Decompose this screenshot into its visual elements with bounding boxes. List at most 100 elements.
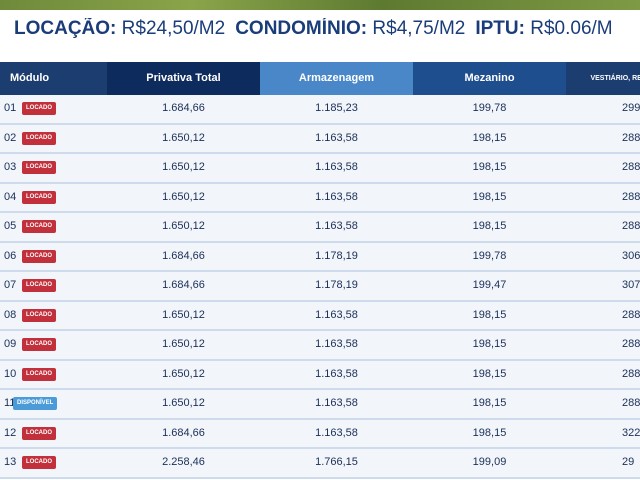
- table-cell: 288: [622, 308, 640, 321]
- table-cell: 198,15: [472, 397, 507, 409]
- status-badge: LOCADO: [22, 279, 56, 292]
- status-badge: LOCADO: [22, 338, 56, 351]
- table-cell: 1.650,12: [162, 338, 205, 350]
- table-cell: 322: [622, 426, 640, 439]
- module-number: 06: [4, 249, 17, 262]
- table-cell: 1.185,23: [315, 102, 358, 114]
- table-cell: 1.684,66: [162, 102, 205, 114]
- banner-image: [0, 0, 640, 10]
- module-number: 01: [4, 102, 17, 114]
- table-row: 06 LOCADO 1.684,66 1.178,19 199,78 306: [0, 242, 640, 272]
- table-row: 12 LOCADO 1.684,66 1.163,58 198,15 322: [0, 419, 640, 449]
- module-number: 02: [4, 131, 17, 144]
- table-cell: 299: [622, 102, 640, 114]
- module-number: 13: [4, 456, 17, 468]
- price-label: CONDOMÍNIO:: [235, 18, 368, 39]
- table-cell: 199,47: [472, 279, 507, 291]
- status-badge: LOCADO: [22, 220, 56, 233]
- price-value: R$24,50/M2: [121, 18, 226, 39]
- table-cell: 1.650,12: [162, 161, 205, 173]
- status-badge: LOCADO: [22, 190, 56, 204]
- table-cell: 1.163,58: [315, 367, 358, 380]
- table-cell: 199,78: [472, 102, 507, 114]
- price-value: R$4,75/M2: [372, 18, 466, 39]
- table-row: 04 LOCADO 1.650,12 1.163,58 198,15 288: [0, 183, 640, 213]
- module-number: 04: [4, 190, 17, 203]
- table-cell: 288: [622, 220, 640, 232]
- table-cell: 1.650,12: [162, 397, 205, 409]
- table-cell: 198,15: [472, 161, 507, 173]
- table-cell: 307: [622, 279, 640, 291]
- module-number: 11: [4, 397, 16, 409]
- status-badge: LOCADO: [22, 456, 56, 469]
- status-badge: DISPONÍVEL: [13, 397, 58, 410]
- table-cell: 198,15: [472, 338, 507, 350]
- table-cell: 1.163,58: [315, 338, 358, 350]
- module-number: 03: [4, 161, 17, 173]
- table-cell: 1.684,66: [162, 249, 205, 262]
- table-cell: 1.163,58: [315, 426, 358, 439]
- table-cell: 198,15: [472, 367, 507, 380]
- table-cell: 1.650,12: [162, 308, 205, 321]
- table-row: 03 LOCADO 1.650,12 1.163,58 198,15 288: [0, 154, 640, 184]
- table-cell: 1.163,58: [315, 397, 358, 409]
- column-header: VESTIÁRIO, RECE: [566, 62, 640, 95]
- table-cell: 1.163,58: [315, 220, 358, 232]
- table-row: 08 LOCADO 1.650,12 1.163,58 198,15 288: [0, 301, 640, 331]
- column-header: Privativa Total: [107, 62, 260, 95]
- table-cell: 199,09: [472, 456, 507, 468]
- table-row: 05 LOCADO 1.650,12 1.163,58 198,15 288: [0, 213, 640, 243]
- table-cell: 198,15: [472, 426, 507, 439]
- table-cell: 1.163,58: [315, 308, 358, 321]
- price-label: LOCAÇÃO:: [14, 18, 117, 39]
- table-cell: 1.178,19: [315, 279, 358, 291]
- table-cell: 1.766,15: [315, 456, 358, 468]
- table-cell: 1.178,19: [315, 249, 358, 262]
- table-row: 11 DISPONÍVEL 1.650,12 1.163,58 198,15 288: [0, 390, 640, 420]
- module-number: 12: [4, 426, 17, 439]
- table-cell: 198,15: [472, 308, 507, 321]
- table-cell: 198,15: [472, 220, 507, 232]
- table-cell: 288: [622, 131, 640, 144]
- module-number: 07: [4, 279, 17, 291]
- table-cell: 1.684,66: [162, 426, 205, 439]
- table-row: 07 LOCADO 1.684,66 1.178,19 199,47 307: [0, 272, 640, 302]
- table-cell: 1.650,12: [162, 220, 205, 232]
- table-row: 13 LOCADO 2.258,46 1.766,15 199,09 29: [0, 449, 640, 479]
- table-cell: 29: [622, 456, 635, 468]
- status-badge: LOCADO: [22, 102, 56, 115]
- table-cell: 288: [622, 397, 640, 409]
- table-cell: 1.163,58: [315, 131, 358, 144]
- status-badge: LOCADO: [22, 426, 56, 440]
- table-cell: 1.650,12: [162, 367, 205, 380]
- module-number: 09: [4, 338, 17, 350]
- module-number: 08: [4, 308, 17, 321]
- table-cell: 288: [622, 161, 640, 173]
- pricing-header: LOCAÇÃO: R$24,50/M2 CONDOMÍNIO: R$4,75/M2…: [14, 18, 640, 44]
- module-number: 05: [4, 220, 17, 232]
- table-cell: 288: [622, 367, 640, 380]
- status-badge: LOCADO: [22, 367, 56, 381]
- table-cell: 1.650,12: [162, 190, 205, 203]
- status-badge: LOCADO: [22, 308, 56, 322]
- table-cell: 1.163,58: [315, 161, 358, 173]
- table-cell: 1.163,58: [315, 190, 358, 203]
- table-cell: 198,15: [472, 131, 507, 144]
- column-header: Mezanino: [413, 62, 566, 95]
- table-row: 10 LOCADO 1.650,12 1.163,58 198,15 288: [0, 360, 640, 390]
- price-value: R$0.06/M: [530, 18, 613, 39]
- table-cell: 199,78: [472, 249, 507, 262]
- units-table: Módulo Privativa Total Armazenagem Mezanino…: [0, 62, 640, 480]
- table-cell: 1.684,66: [162, 279, 205, 291]
- status-badge: LOCADO: [22, 131, 56, 145]
- table-cell: 2.258,46: [162, 456, 205, 468]
- table-cell: 306: [622, 249, 640, 262]
- table-row: 02 LOCADO 1.650,12 1.163,58 198,15 288: [0, 124, 640, 154]
- table-cell: 288: [622, 190, 640, 203]
- column-header: Armazenagem: [260, 62, 413, 95]
- module-number: 10: [4, 367, 17, 380]
- price-label: IPTU:: [475, 18, 525, 39]
- table-cell: 1.650,12: [162, 131, 205, 144]
- status-badge: LOCADO: [22, 249, 56, 263]
